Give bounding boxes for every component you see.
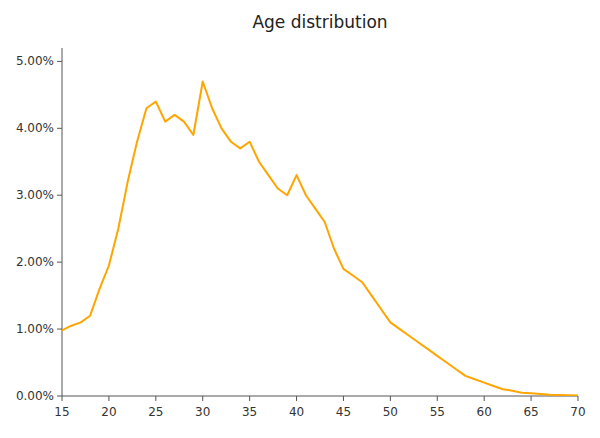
- x-tick-label: 45: [336, 405, 351, 419]
- x-tick: [202, 396, 203, 401]
- y-axis-line: [62, 48, 63, 396]
- x-tick: [484, 396, 485, 401]
- x-tick: [437, 396, 438, 401]
- y-tick-label: 2.00%: [16, 255, 54, 269]
- y-tick-label: 0.00%: [16, 389, 54, 403]
- x-tick: [296, 396, 297, 401]
- x-tick: [249, 396, 250, 401]
- x-tick: [108, 396, 109, 401]
- y-axis: 0.00% 1.00% 2.00% 3.00% 4.00% 5.00%: [16, 54, 62, 403]
- x-tick-label: 65: [523, 405, 538, 419]
- y-tick-label: 1.00%: [16, 322, 54, 336]
- x-tick-label: 30: [195, 405, 210, 419]
- y-tick-label: 3.00%: [16, 188, 54, 202]
- y-tick: [57, 329, 62, 330]
- x-tick-label: 70: [570, 405, 585, 419]
- title: Age distribution: [252, 12, 387, 32]
- x-tick-label: 60: [477, 405, 492, 419]
- x-axis-line: [62, 396, 578, 397]
- y-tick-label: 4.00%: [16, 121, 54, 135]
- plot-area: [62, 81, 578, 395]
- x-tick: [155, 396, 156, 401]
- x-tick-label: 25: [148, 405, 163, 419]
- y-tick-label: 5.00%: [16, 54, 54, 68]
- x-tick-label: 20: [101, 405, 116, 419]
- x-tick-label: 40: [289, 405, 304, 419]
- chart-container: Age distribution 15 20 25 30 35 40 45 50 55 60 65 70…: [0, 0, 600, 438]
- x-tick-label: 35: [242, 405, 257, 419]
- x-axis: 15 20 25 30 35 40 45 50 55 60 65 70: [54, 396, 585, 419]
- y-tick: [57, 128, 62, 129]
- y-tick: [57, 61, 62, 62]
- line: [62, 81, 578, 395]
- y-tick: [57, 195, 62, 196]
- x-tick: [62, 396, 63, 401]
- x-tick: [531, 396, 532, 401]
- y-tick: [57, 396, 62, 397]
- x-tick: [343, 396, 344, 401]
- x-tick: [578, 396, 579, 401]
- chart: Age distribution 15 20 25 30 35 40 45 50 55 60 65 70…: [0, 0, 600, 438]
- x-tick-label: 50: [383, 405, 398, 419]
- x-tick-label: 15: [54, 405, 69, 419]
- y-tick: [57, 262, 62, 263]
- x-tick-label: 55: [430, 405, 445, 419]
- x-tick: [390, 396, 391, 401]
